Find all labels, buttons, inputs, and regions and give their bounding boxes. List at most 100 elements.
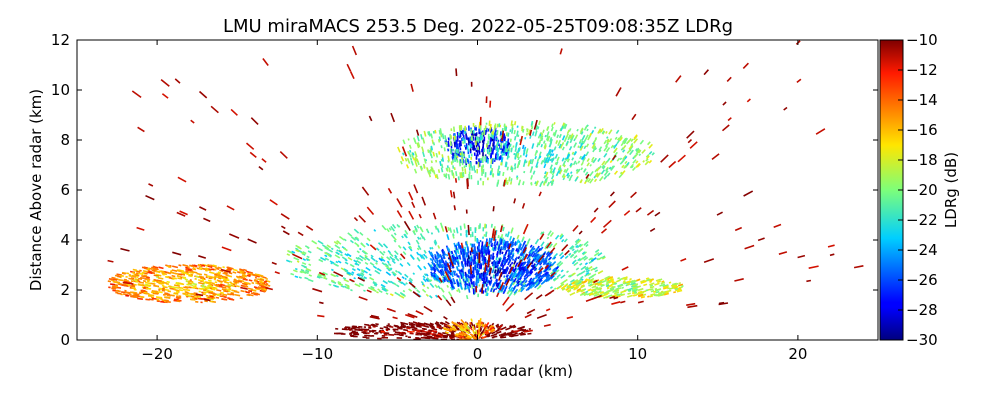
ldr-gate: [483, 323, 487, 328]
ldr-gate: [428, 149, 432, 157]
ldr-gate: [467, 277, 470, 284]
ldr-gate: [583, 256, 589, 261]
ldr-gate: [620, 300, 626, 304]
ldr-gate: [529, 244, 533, 248]
ldr-gate: [447, 140, 450, 147]
ldr-gate: [158, 291, 163, 294]
ldr-gate: [581, 279, 587, 284]
ldr-gate: [172, 265, 179, 269]
ldr-gate: [569, 291, 576, 296]
ldr-gate: [446, 234, 450, 241]
ldr-gate: [536, 158, 540, 162]
ldr-gate: [500, 290, 504, 293]
ldr-gate: [815, 128, 826, 135]
ldr-gate: [336, 249, 339, 252]
ldr-gate: [492, 288, 496, 293]
ldr-gate: [502, 296, 510, 306]
ldr-gate: [428, 324, 435, 328]
ldr-gate: [402, 139, 406, 145]
ldr-gate: [528, 273, 531, 277]
ldr-gate: [360, 272, 365, 276]
ldr-gate: [447, 155, 450, 162]
ldr-gate: [558, 143, 562, 149]
ldr-gate: [535, 165, 539, 169]
ldr-gate: [324, 254, 328, 258]
ldr-gate: [228, 287, 232, 290]
ldr-gate: [430, 267, 433, 271]
ldr-gate: [521, 271, 526, 276]
colorbar-tick-label: −18: [906, 151, 938, 169]
ldr-gate: [438, 327, 443, 330]
ldr-gate: [796, 78, 802, 84]
ldr-gate: [440, 287, 445, 293]
ldr-gate: [558, 167, 561, 171]
ldr-gate: [455, 244, 458, 251]
ldr-gate: [469, 265, 473, 275]
ldr-gate: [566, 270, 569, 274]
ldr-gate: [390, 112, 396, 123]
ldr-gate: [432, 274, 436, 278]
ldr-gate: [387, 280, 392, 284]
ldr-gate: [544, 272, 550, 278]
ldr-gate: [576, 128, 579, 132]
ldr-gate: [640, 280, 647, 284]
ldr-gate: [451, 321, 455, 325]
ldr-gate: [377, 242, 384, 248]
ldr-gate: [443, 315, 448, 320]
ldr-gate: [436, 278, 441, 283]
ldr-gate: [453, 242, 457, 248]
ldr-gate: [391, 259, 396, 264]
ldr-gate: [661, 280, 665, 283]
ldr-gate: [398, 294, 405, 299]
ldr-gate: [117, 275, 122, 278]
ldr-gate: [434, 273, 438, 278]
ldr-gate: [570, 171, 573, 175]
ldr-gate: [138, 277, 143, 280]
ldr-gate: [190, 295, 195, 298]
ldr-gate: [514, 262, 519, 268]
ldr-gate: [226, 288, 231, 291]
ldr-gate: [196, 272, 203, 276]
ldr-gate: [601, 160, 606, 166]
ldr-gate: [178, 273, 183, 276]
ldr-gate: [472, 336, 477, 340]
ldr-gate: [663, 292, 670, 296]
ldr-gate: [145, 287, 152, 290]
ldr-gate: [396, 223, 400, 228]
ldr-gate: [462, 249, 465, 256]
ldr-gate: [430, 166, 434, 173]
ldr-gate: [561, 135, 566, 141]
ldr-gate: [424, 255, 428, 259]
ldr-gate: [543, 175, 547, 178]
ldr-gate: [470, 278, 473, 285]
ldr-gate: [389, 308, 396, 313]
ldr-gate: [420, 165, 423, 170]
ldr-gate: [608, 166, 612, 170]
ldr-gate: [389, 267, 393, 270]
ldr-gate: [439, 271, 443, 277]
ldr-gate: [633, 138, 639, 144]
ldr-gate: [569, 245, 574, 250]
ldr-gate: [797, 254, 806, 259]
ldr-gate: [546, 276, 550, 280]
ldr-gate: [426, 286, 430, 290]
ldr-gate: [504, 256, 507, 260]
ldr-gate: [529, 270, 534, 275]
ldr-gate: [400, 156, 405, 162]
ldr-gate: [185, 266, 188, 269]
ldr-gate: [591, 289, 597, 293]
ldr-gate: [545, 136, 549, 141]
ldr-gate: [573, 249, 579, 255]
ldr-gate: [131, 287, 136, 290]
ldr-gate: [649, 227, 656, 232]
ldr-gate: [138, 272, 144, 276]
ldr-gate: [529, 268, 534, 273]
ldr-gate: [188, 280, 194, 283]
ldr-gate: [161, 93, 169, 99]
ldr-gate: [423, 305, 433, 313]
ldr-gate: [352, 326, 357, 329]
ldr-gate: [649, 285, 655, 289]
ldr-gate: [375, 247, 380, 251]
ldr-gate: [449, 264, 452, 267]
ldr-gate: [190, 265, 195, 268]
